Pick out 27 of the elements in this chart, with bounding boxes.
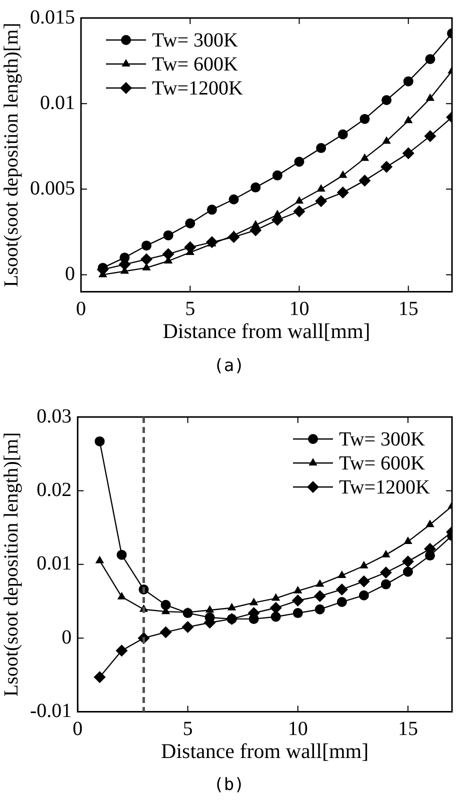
y-tick-label: -0.01 xyxy=(30,700,72,722)
x-tick-label: 15 xyxy=(398,298,418,320)
y-tick-label: 0.015 xyxy=(30,6,75,28)
y-tick-label: 0.01 xyxy=(40,92,75,114)
y-tick-label: 0 xyxy=(65,262,75,285)
legend-label: Tw=1200K xyxy=(339,476,431,498)
y-tick-label: 0.02 xyxy=(36,478,72,501)
x-tick-label: 5 xyxy=(182,718,193,740)
text: (a) xyxy=(212,355,246,378)
x-tick-label: 15 xyxy=(398,718,418,740)
x-tick-label: 5 xyxy=(185,298,196,320)
y-axis-title: Lsoot(soot deposition length)[m] xyxy=(0,432,22,697)
y-tick-label: 0.03 xyxy=(36,405,72,428)
y-tick-label: 0.005 xyxy=(30,177,75,200)
text: (b) xyxy=(212,774,246,797)
y-tick-label: 0 xyxy=(62,626,72,648)
legend-label: Tw=1200K xyxy=(152,77,244,100)
x-axis-title: Distance from wall[mm] xyxy=(161,738,369,763)
y-tick-label: 0.01 xyxy=(36,552,72,575)
legend-label: Tw= 600K xyxy=(152,53,239,76)
x-axis-title: Distance from wall[mm] xyxy=(162,318,370,343)
y-axis-title: Lsoot(soot deposition length)[m] xyxy=(0,22,22,288)
legend-label: Tw= 600K xyxy=(339,452,426,474)
x-tick-label: 10 xyxy=(289,298,310,320)
legend-label: Tw= 300K xyxy=(339,428,426,450)
legend-label: Tw= 300K xyxy=(152,29,239,52)
x-tick-label: 10 xyxy=(288,718,308,740)
